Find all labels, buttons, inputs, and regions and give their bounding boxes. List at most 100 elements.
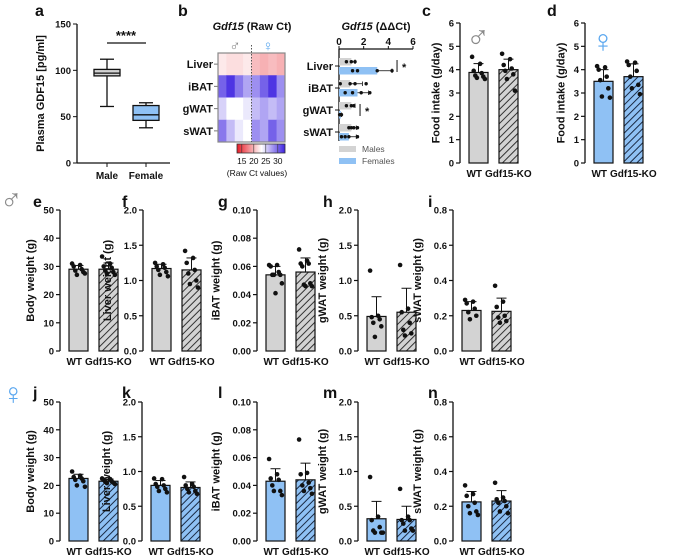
data-point <box>462 483 468 488</box>
y-axis-label: Plasma GDF15 [pg/ml] <box>35 35 47 152</box>
x-category-label: Gdf15-KO <box>383 547 430 558</box>
data-point <box>184 260 189 266</box>
data-point <box>349 126 354 130</box>
y-tick-label: 0.02 <box>233 509 252 520</box>
colorbar-segment <box>249 144 251 153</box>
y-tick-label: 1.5 <box>124 241 138 252</box>
data-point <box>369 314 375 320</box>
y-axis-label: Food intake (g/day) <box>430 42 442 143</box>
group-male-symbol: ♂ <box>229 38 240 55</box>
data-point <box>339 135 344 139</box>
data-point <box>112 272 118 278</box>
data-point <box>270 483 275 488</box>
data-point <box>596 67 601 72</box>
y-tick-label: 0.0 <box>124 347 137 358</box>
y-axis-label: sWAT weight (g) <box>412 238 424 323</box>
colorbar-segment <box>244 144 246 153</box>
y-axis-label: sWAT weight (g) <box>412 429 424 514</box>
data-point <box>185 486 190 492</box>
data-point <box>194 278 199 283</box>
y-tick-label: 1.5 <box>339 432 353 443</box>
data-point <box>505 510 511 516</box>
legend-swatch <box>339 146 356 152</box>
panel-label: c <box>422 3 431 20</box>
data-point <box>74 272 80 278</box>
bar-males <box>339 124 352 132</box>
data-point <box>306 480 312 485</box>
data-point <box>598 77 603 83</box>
data-point <box>192 267 197 273</box>
y-tick-label: 150 <box>55 20 71 31</box>
data-point <box>604 74 609 79</box>
colorbar-segment <box>282 144 284 153</box>
data-point <box>355 135 360 139</box>
data-point <box>74 483 80 488</box>
data-point <box>492 480 498 486</box>
data-point <box>472 306 478 312</box>
colorbar-segment <box>262 144 264 153</box>
data-point <box>349 60 354 64</box>
y-tick-label: 1.0 <box>339 467 352 478</box>
data-point <box>194 491 200 497</box>
x-category-label: Gdf15-KO <box>282 547 329 558</box>
heatmap-cell <box>218 75 227 98</box>
data-point <box>164 269 169 275</box>
y-tick-label: 2.0 <box>339 398 352 409</box>
data-point <box>624 59 630 64</box>
y-tick-label: 0 <box>449 159 454 170</box>
data-point <box>162 265 167 271</box>
panel-i: i 0.0 0.2 0.4 0.6 0.8 sWAT weight (g) WT Gdf15-K… <box>412 194 525 368</box>
y-tick-label: 1 <box>574 135 580 146</box>
data-point <box>73 477 78 483</box>
data-point <box>278 272 283 278</box>
colorbar-segment <box>243 144 245 153</box>
y-tick-label: 0.5 <box>339 311 353 322</box>
y-axis-label: gWAT weight (g) <box>317 238 329 324</box>
data-point <box>156 267 161 273</box>
y-tick-label: 10 <box>43 318 54 329</box>
data-point <box>509 66 514 71</box>
heatmap-cell <box>276 97 286 121</box>
data-point <box>154 264 159 269</box>
y-tick-label: 10 <box>43 509 54 520</box>
data-point <box>470 491 476 497</box>
panel-m: m 0.0 0.5 1.0 1.5 2.0 gWAT weight (g) WT Gdf15-K… <box>317 385 430 558</box>
y-tick-label: 1.0 <box>124 276 137 287</box>
bar-wt <box>593 80 614 164</box>
y-tick-label: 40 <box>43 234 54 245</box>
data-point <box>296 247 302 252</box>
data-point <box>304 470 310 476</box>
heatmap-cell <box>268 75 277 98</box>
female-row-symbol: ♀ <box>2 378 25 411</box>
data-point <box>501 62 507 68</box>
colorbar-segment <box>279 144 281 153</box>
data-point <box>371 320 376 326</box>
data-point <box>402 528 408 533</box>
bar-ko <box>498 69 519 164</box>
data-point <box>296 437 302 442</box>
colorbar-segment <box>263 144 265 153</box>
data-point <box>157 272 163 278</box>
data-point <box>352 126 356 130</box>
y-tick-label: 3 <box>449 89 454 100</box>
heatmap-cell <box>251 97 261 121</box>
heatmap-cell <box>234 75 244 98</box>
x-category-label: WT <box>263 357 279 368</box>
y-tick-label: 6 <box>449 19 454 30</box>
data-point <box>353 82 357 86</box>
bar-ko <box>491 310 512 352</box>
colorbar-segment <box>275 144 277 153</box>
heatmap-cell <box>259 97 269 121</box>
colorbar-label: (Raw Ct values) <box>227 168 288 178</box>
panel-label: f <box>122 194 128 211</box>
legend-swatch <box>339 158 356 164</box>
data-point <box>502 313 508 319</box>
y-tick-label: 0.04 <box>233 481 252 492</box>
data-point <box>195 285 201 290</box>
y-tick-label: 0.8 <box>434 398 447 409</box>
colorbar-segment <box>280 144 282 153</box>
data-point <box>496 500 501 506</box>
bar-wt <box>461 501 482 542</box>
data-point <box>636 82 641 88</box>
